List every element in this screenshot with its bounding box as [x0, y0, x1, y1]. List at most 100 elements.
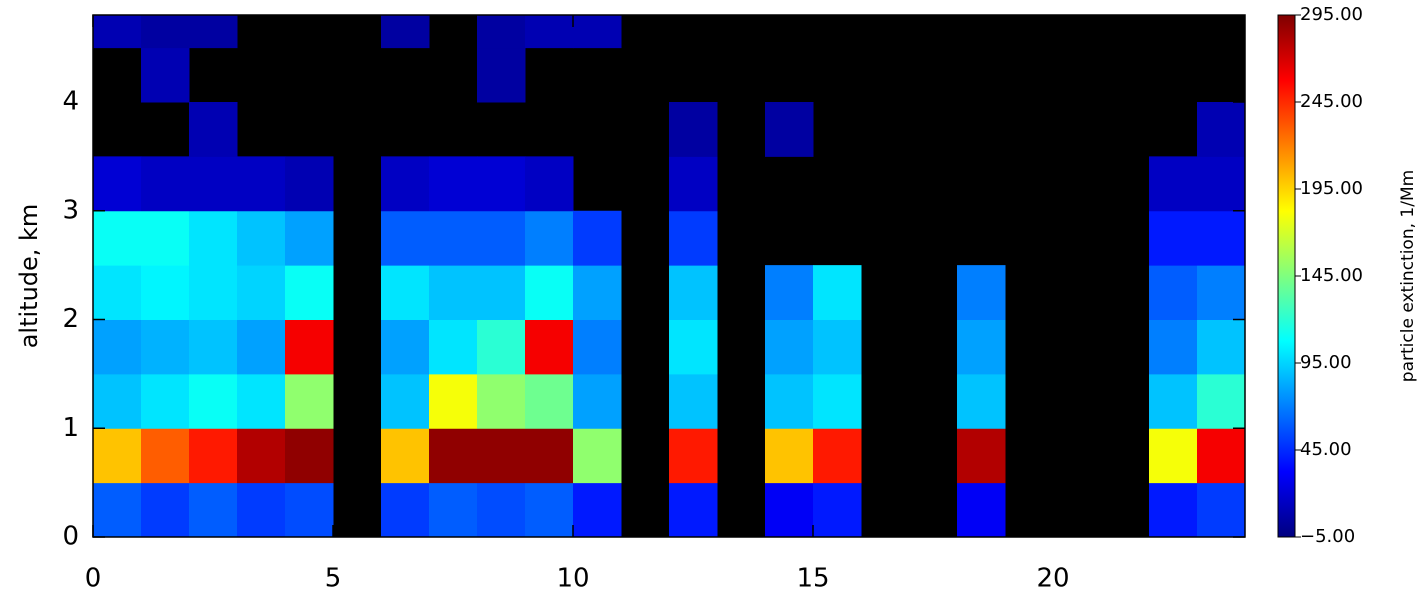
- cell: [573, 15, 622, 49]
- cell: [669, 210, 718, 266]
- cell: [957, 319, 1006, 375]
- cell: [93, 319, 142, 375]
- cell: [1197, 102, 1245, 157]
- cell: [1149, 319, 1198, 375]
- cell: [573, 210, 622, 266]
- colorbar-tick-label: 295.00: [1300, 4, 1363, 25]
- cell: [1197, 482, 1245, 537]
- cell: [1149, 428, 1198, 484]
- cell: [93, 482, 142, 537]
- x-tick-label: 15: [796, 564, 829, 594]
- cell: [381, 265, 430, 320]
- cell: [429, 373, 478, 429]
- cell: [573, 428, 622, 484]
- cell: [669, 265, 718, 320]
- cell: [237, 265, 286, 320]
- cell: [477, 15, 526, 49]
- x-tick-label: 0: [85, 564, 102, 594]
- cell: [93, 265, 142, 320]
- y-tick-label: 1: [62, 413, 79, 443]
- y-axis-label: altitude, km: [15, 204, 43, 349]
- cell: [237, 319, 286, 375]
- cell: [1197, 373, 1245, 429]
- cell: [141, 265, 190, 320]
- cell: [669, 482, 718, 537]
- cell: [1197, 210, 1245, 266]
- cell: [141, 319, 190, 375]
- cell: [1149, 156, 1198, 212]
- cell: [525, 482, 574, 537]
- cell: [141, 482, 190, 537]
- colorbar-label: particle extinction, 1/Mm: [1398, 170, 1418, 382]
- cell: [93, 15, 142, 49]
- cell: [1149, 482, 1198, 537]
- cell: [381, 156, 430, 212]
- cell: [525, 373, 574, 429]
- cell: [141, 15, 190, 49]
- cell: [957, 428, 1006, 484]
- colorbar-tick-label: 245.00: [1300, 91, 1363, 112]
- cell: [525, 319, 574, 375]
- cell: [141, 428, 190, 484]
- cell: [477, 482, 526, 537]
- cell: [1149, 373, 1198, 429]
- colorbar-tick-label: −5.00: [1300, 526, 1355, 547]
- cell: [189, 373, 238, 429]
- cell: [189, 102, 238, 157]
- colorbar-tick-label: 195.00: [1300, 178, 1363, 199]
- cell: [285, 265, 334, 320]
- cell: [669, 373, 718, 429]
- cell: [813, 373, 862, 429]
- cell: [285, 319, 334, 375]
- cell: [381, 319, 430, 375]
- cell: [237, 482, 286, 537]
- cell: [765, 265, 814, 320]
- cell: [141, 373, 190, 429]
- cell: [189, 156, 238, 212]
- cell: [573, 373, 622, 429]
- cell: [813, 265, 862, 320]
- cell: [669, 102, 718, 157]
- cell: [1149, 210, 1198, 266]
- cell: [813, 319, 862, 375]
- cell: [1197, 156, 1245, 212]
- cell: [189, 210, 238, 266]
- cell: [765, 428, 814, 484]
- cell: [477, 319, 526, 375]
- cell: [93, 428, 142, 484]
- y-tick-label: 2: [62, 304, 79, 334]
- cell: [669, 428, 718, 484]
- cell: [1149, 265, 1198, 320]
- cell: [525, 156, 574, 212]
- cell: [477, 428, 526, 484]
- cell: [669, 156, 718, 212]
- cell: [813, 428, 862, 484]
- colorbar-tick-label: 95.00: [1300, 352, 1352, 373]
- cell: [477, 156, 526, 212]
- cell: [141, 47, 190, 103]
- cell: [477, 265, 526, 320]
- cell: [429, 265, 478, 320]
- cell: [765, 102, 814, 157]
- colorbar-tick-label: 145.00: [1300, 265, 1363, 286]
- cell: [957, 265, 1006, 320]
- cell: [285, 156, 334, 212]
- cell: [141, 156, 190, 212]
- cell: [525, 15, 574, 49]
- x-tick-label: 5: [325, 564, 342, 594]
- cell: [381, 482, 430, 537]
- cell: [477, 373, 526, 429]
- cell: [1197, 319, 1245, 375]
- cell: [957, 482, 1006, 537]
- cell: [285, 210, 334, 266]
- cell: [765, 319, 814, 375]
- cell: [1197, 428, 1245, 484]
- plot-frame: [92, 14, 1246, 538]
- cell: [141, 210, 190, 266]
- cell: [957, 373, 1006, 429]
- cell: [573, 482, 622, 537]
- cell: [189, 319, 238, 375]
- cell: [237, 156, 286, 212]
- cell: [525, 428, 574, 484]
